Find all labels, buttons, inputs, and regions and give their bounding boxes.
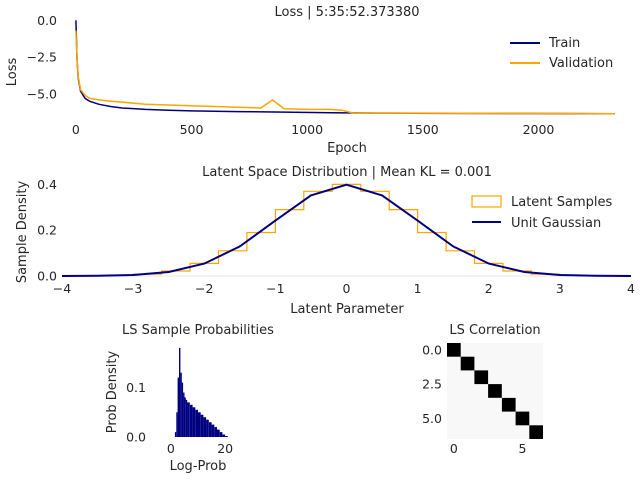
latent-legend: Latent Samples Unit Gaussian [471, 195, 613, 231]
latent-y-tick-label: 0.4 [37, 177, 57, 192]
latent-y-ticks: 0.0 0.2 0.4 [37, 177, 57, 284]
corr-cell [447, 343, 461, 357]
corr-cell [501, 397, 516, 412]
probs-ylabel: Prob Density [105, 350, 120, 433]
probs-bar [214, 427, 217, 437]
latent-title: Latent Space Distribution | Mean KL = 0.… [202, 165, 492, 180]
legend-latent-samples-label: Latent Samples [511, 195, 613, 210]
latent-chart: Latent Space Distribution | Mean KL = 0.… [15, 165, 635, 317]
probs-bar [174, 432, 177, 437]
corr-y-tick-label: 0.0 [422, 342, 442, 357]
latent-unit-gaussian-line [61, 183, 632, 277]
loss-x-ticks: 0 500 1000 1500 2000 [72, 122, 555, 137]
probs-chart: LS Sample Probabilities Prob Density Log… [105, 323, 274, 474]
probs-bar [177, 377, 179, 437]
probs-xlabel: Log-Prob [170, 459, 227, 474]
loss-y-tick-label: −5.0 [27, 86, 57, 101]
probs-bar [203, 417, 207, 437]
corr-y-tick-label: 2.5 [422, 377, 442, 392]
latent-series [61, 183, 632, 277]
loss-x-tick-label: 500 [180, 122, 204, 137]
loss-xlabel: Epoch [327, 141, 367, 156]
loss-x-tick-label: 2000 [523, 122, 555, 137]
probs-x-ticks: 0 20 [167, 441, 233, 456]
legend-validation-label: Validation [549, 56, 613, 71]
loss-y-tick-label: 0.0 [37, 13, 57, 28]
probs-bar [185, 399, 188, 437]
probs-x-tick-label: 20 [217, 441, 233, 456]
probs-bar [211, 424, 215, 437]
legend-unit-gaussian-label: Unit Gaussian [511, 216, 601, 231]
probs-bar [181, 382, 184, 437]
probs-bar [176, 412, 178, 437]
latent-x-tick-label: 4 [627, 281, 635, 296]
corr-y-ticks: 0.0 2.5 5.0 [422, 342, 442, 426]
latent-samples-step [132, 183, 561, 276]
loss-series [75, 20, 615, 115]
probs-bar [219, 432, 223, 437]
loss-legend: Train Validation [510, 36, 613, 71]
probs-bars [174, 347, 228, 437]
corr-title: LS Correlation [449, 323, 540, 338]
latent-x-tick-label: −3 [124, 281, 142, 296]
probs-bar [225, 436, 228, 437]
loss-train-line [75, 20, 615, 115]
probs-bar [180, 372, 182, 437]
loss-x-tick-label: 1000 [291, 122, 323, 137]
probs-x-tick-label: 0 [167, 441, 175, 456]
probs-bar [208, 422, 212, 437]
probs-bar [195, 409, 198, 437]
corr-x-tick-label: 0 [450, 441, 458, 456]
latent-y-tick-label: 0.0 [37, 269, 57, 284]
probs-bar [200, 414, 204, 437]
corr-cell [474, 370, 489, 385]
latent-x-tick-label: 3 [556, 281, 564, 296]
probs-y-tick-label: 0.1 [126, 380, 146, 395]
probs-bar [222, 434, 226, 437]
latent-xlabel: Latent Parameter [290, 302, 404, 317]
legend-latent-samples-swatch [471, 195, 502, 208]
corr-cell [515, 411, 530, 426]
probs-bar [192, 407, 196, 437]
latent-x-tick-label: 2 [485, 281, 493, 296]
corr-cell [460, 356, 475, 371]
loss-ylabel: Loss [5, 58, 20, 87]
probs-title: LS Sample Probabilities [122, 323, 274, 338]
probs-bar [189, 404, 193, 437]
probs-bar [179, 347, 181, 437]
corr-y-tick-label: 5.0 [422, 411, 442, 426]
latent-y-tick-label: 0.2 [37, 223, 57, 238]
probs-bar [206, 419, 209, 437]
latent-x-tick-label: −4 [53, 281, 71, 296]
probs-y-ticks: 0.0 0.1 [126, 380, 146, 444]
corr-cells [447, 343, 543, 439]
probs-bar [217, 429, 220, 437]
legend-train-label: Train [548, 36, 580, 51]
loss-x-tick-label: 1500 [407, 122, 439, 137]
probs-y-tick-label: 0.0 [126, 430, 146, 445]
latent-x-tick-label: 0 [343, 281, 351, 296]
probs-bar [183, 392, 185, 437]
loss-chart: Loss | 5:35:52.373380 Loss Epoch 0 500 100… [5, 5, 615, 156]
latent-ylabel: Sample Density [15, 181, 30, 284]
corr-cell [529, 425, 543, 439]
loss-title: Loss | 5:35:52.373380 [274, 5, 419, 20]
latent-x-tick-label: −1 [266, 281, 284, 296]
corr-cell [488, 384, 502, 398]
corr-x-tick-label: 5 [518, 441, 526, 456]
loss-x-tick-label: 0 [72, 122, 80, 137]
probs-bar [187, 402, 190, 437]
latent-x-tick-label: −2 [195, 281, 213, 296]
latent-x-ticks: −4 −3 −2 −1 0 1 2 3 4 [53, 281, 635, 296]
loss-y-ticks: 0.0 −2.5 −5.0 [27, 13, 57, 102]
probs-bar [184, 397, 186, 437]
loss-validation-line [75, 30, 615, 115]
probs-bar [198, 412, 201, 437]
latent-x-tick-label: 1 [414, 281, 422, 296]
loss-y-tick-label: −2.5 [27, 50, 57, 65]
